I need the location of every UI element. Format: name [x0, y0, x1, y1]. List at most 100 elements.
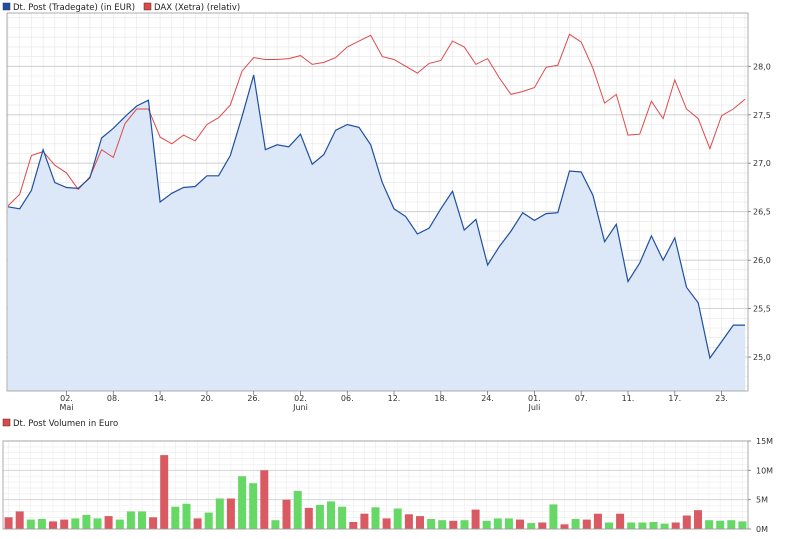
- volume-bar: [582, 519, 591, 529]
- volume-bar: [593, 513, 602, 529]
- volume-bar: [360, 513, 369, 529]
- price-area-fill: [8, 75, 745, 391]
- volume-bar: [471, 509, 480, 529]
- price-x-tick-label: 11.: [622, 394, 635, 403]
- volume-bar: [393, 508, 402, 529]
- volume-bar: [204, 512, 213, 529]
- volume-bar: [182, 503, 191, 529]
- volume-bar: [427, 519, 436, 529]
- volume-bar: [49, 521, 57, 529]
- price-x-tick-label: 20.: [201, 394, 214, 403]
- volume-legend-label: Dt. Post Volumen in Euro: [13, 419, 118, 429]
- volume-bar: [171, 506, 180, 529]
- price-y-tick-label: 26,0: [753, 256, 771, 265]
- volume-bar: [60, 519, 69, 529]
- volume-bar: [694, 510, 702, 529]
- volume-y-tick-label: 15M: [756, 437, 773, 446]
- volume-bar: [616, 513, 625, 529]
- volume-y-tick-label: 5M: [756, 496, 768, 505]
- volume-bar: [93, 518, 102, 529]
- price-x-tick-label: 17.: [668, 394, 681, 403]
- volume-bar: [638, 522, 647, 529]
- price-y-tick-label: 25,0: [753, 353, 771, 362]
- volume-bar: [149, 517, 158, 529]
- price-y-tick-label: 27,0: [753, 159, 771, 168]
- volume-bar: [4, 517, 13, 529]
- volume-bars: [4, 455, 747, 529]
- volume-bar: [15, 511, 24, 529]
- price-x-month-label: Mai: [59, 403, 73, 412]
- volume-bar: [438, 520, 447, 529]
- volume-bar: [327, 501, 335, 529]
- price-x-tick-label: 02.: [60, 394, 73, 403]
- volume-bar: [404, 514, 413, 529]
- volume-bar: [338, 506, 347, 529]
- volume-bar: [516, 519, 524, 529]
- price-x-tick-label: 08.: [107, 394, 120, 403]
- price-x-tick-label: 18.: [434, 394, 447, 403]
- volume-bar: [649, 522, 658, 529]
- volume-bar: [716, 520, 725, 529]
- volume-bar: [260, 470, 269, 529]
- volume-bar: [449, 520, 458, 529]
- volume-bar: [193, 518, 202, 529]
- price-x-month-label: Juni: [292, 403, 308, 412]
- volume-bar: [160, 455, 169, 529]
- price-y-tick-label: 27,5: [753, 111, 771, 120]
- dax-series-line: [7, 33, 746, 207]
- volume-bar: [371, 507, 380, 529]
- price-x-tick-label: 23.: [715, 394, 728, 403]
- price-plot-frame: [6, 12, 749, 392]
- volume-bar: [682, 515, 691, 529]
- price-x-tick-label: 01.: [528, 394, 541, 403]
- volume-bar: [37, 519, 46, 529]
- volume-bar: [126, 511, 135, 529]
- volume-bar: [293, 490, 302, 529]
- volume-bar: [282, 499, 291, 529]
- volume-bar: [304, 507, 313, 529]
- volume-bar: [605, 522, 613, 529]
- price-x-tick-label: 24.: [481, 394, 494, 403]
- volume-bar: [538, 522, 547, 529]
- volume-plot-frame: [2, 440, 749, 530]
- volume-bar: [104, 516, 113, 529]
- price-y-tick-label: 28,0: [753, 62, 771, 71]
- price-y-axis: 25,0 25,5 26,0 26,5 27,0 27,5 28,0: [748, 62, 771, 362]
- price-x-tick-label: 07.: [575, 394, 588, 403]
- volume-legend: Dt. Post Volumen in Euro: [2, 418, 118, 429]
- volume-bar: [71, 518, 80, 529]
- price-y-tick-label: 25,5: [753, 305, 771, 314]
- price-x-tick-label: 26.: [247, 394, 260, 403]
- price-x-tick-label: 06.: [341, 394, 354, 403]
- price-x-month-label: Juli: [527, 403, 540, 412]
- volume-bar: [249, 483, 258, 529]
- price-legend-swatch-2: [143, 2, 152, 11]
- volume-bar: [382, 518, 391, 529]
- volume-bar: [238, 476, 247, 529]
- volume-bar: [349, 522, 358, 529]
- volume-y-axis: 0M 5M 10M 15M: [748, 437, 773, 534]
- volume-bar: [549, 504, 558, 529]
- price-y-tick-label: 26,5: [753, 208, 771, 217]
- volume-y-tick-label: 10M: [756, 466, 773, 475]
- volume-bar: [26, 519, 35, 529]
- volume-bar: [727, 520, 736, 529]
- volume-bar: [226, 498, 235, 529]
- volume-bar: [560, 524, 569, 529]
- volume-bar: [115, 519, 124, 529]
- volume-bar: [527, 523, 536, 529]
- price-x-tick-label: 14.: [154, 394, 167, 403]
- price-x-tick-label: 12.: [388, 394, 401, 403]
- volume-bar: [504, 518, 513, 529]
- volume-bar: [416, 516, 424, 529]
- volume-bar: [271, 520, 280, 529]
- price-x-tick-label: 02.: [294, 394, 307, 403]
- volume-bar: [493, 518, 502, 529]
- volume-bar: [738, 521, 747, 529]
- volume-bar: [82, 514, 91, 529]
- volume-bar: [460, 520, 469, 529]
- volume-legend-swatch: [2, 418, 11, 427]
- volume-bar: [482, 520, 491, 529]
- price-series-line: [7, 74, 745, 360]
